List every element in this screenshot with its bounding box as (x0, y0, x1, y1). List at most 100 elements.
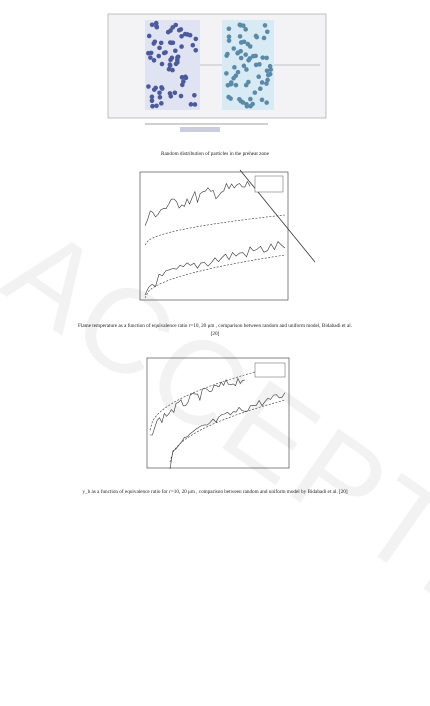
particle (264, 68, 270, 74)
particle (224, 53, 229, 58)
particle (172, 90, 178, 96)
particle (235, 69, 241, 75)
particle (252, 90, 258, 95)
particle (166, 66, 172, 72)
particle (178, 93, 184, 99)
particle (246, 79, 251, 85)
particle (185, 32, 190, 37)
particle (148, 50, 154, 56)
particle (233, 73, 239, 79)
figure-2 (139, 169, 316, 301)
particle (159, 61, 165, 67)
particle (151, 58, 157, 63)
particle (149, 98, 155, 104)
particle (150, 103, 155, 109)
particle (156, 53, 162, 59)
particle (170, 67, 175, 73)
curve (169, 392, 286, 469)
particle (165, 29, 171, 35)
particle (237, 96, 242, 102)
particle (241, 63, 247, 69)
particle (243, 27, 248, 32)
particle (153, 20, 159, 26)
particle (231, 46, 237, 51)
figure-1 (107, 13, 327, 132)
particle (146, 84, 151, 89)
particle (192, 92, 197, 98)
curve (150, 377, 246, 436)
particle (238, 55, 244, 61)
particle (179, 33, 184, 39)
particle (167, 62, 173, 67)
particle (149, 94, 155, 100)
particle (241, 23, 246, 28)
particle (262, 23, 268, 28)
particle (257, 86, 263, 92)
particle (169, 55, 175, 61)
particle (193, 47, 199, 53)
particle (159, 101, 164, 106)
particle (244, 67, 249, 72)
particle (265, 77, 270, 83)
particle (226, 38, 232, 43)
particle (261, 35, 267, 41)
curve (169, 399, 286, 463)
particle (259, 80, 265, 85)
particle (170, 25, 176, 30)
particle (176, 27, 182, 33)
curve (149, 371, 256, 431)
particle (188, 102, 194, 107)
particle (157, 94, 163, 100)
particle (228, 96, 233, 101)
particle (226, 26, 232, 32)
particle (264, 100, 269, 105)
particle (159, 85, 164, 90)
particle (157, 90, 162, 96)
particle (240, 100, 246, 105)
particle (190, 42, 196, 48)
particle (158, 40, 164, 46)
particle (257, 62, 262, 67)
particle (226, 34, 232, 40)
particle (250, 101, 255, 107)
particle (146, 33, 152, 39)
particle (244, 103, 250, 109)
particle (238, 48, 243, 54)
particle (151, 87, 157, 92)
particle (169, 40, 174, 46)
particle (247, 44, 253, 49)
particle (254, 34, 260, 40)
curve (144, 180, 251, 226)
figure-caption: Flame temperature as a function of equiv… (78, 323, 352, 337)
particle (179, 44, 184, 49)
particle (265, 29, 270, 35)
figure-caption: Random distribution of particles in the … (161, 151, 269, 157)
particle (268, 67, 274, 72)
page: ACCEPTED Random distribution of particle… (0, 13, 430, 705)
particle (246, 57, 251, 63)
particle (267, 71, 273, 77)
particle (264, 81, 269, 86)
particle (168, 93, 174, 99)
particle (232, 65, 237, 70)
particle (237, 34, 243, 39)
particle (224, 71, 229, 76)
particle (152, 39, 158, 45)
figures (107, 13, 327, 469)
particle (238, 40, 244, 45)
particle (149, 22, 155, 28)
particle (256, 74, 261, 79)
particle (250, 53, 256, 59)
figure-caption: y_b as a function of equivalence ratio f… (82, 489, 348, 495)
particle (175, 60, 180, 65)
particle (181, 79, 186, 84)
figure-3 (146, 357, 290, 469)
particle (259, 97, 265, 103)
particle (267, 63, 273, 69)
curve (144, 240, 286, 296)
particle (148, 55, 153, 60)
particle (228, 80, 234, 85)
particle (192, 102, 198, 107)
particle (183, 74, 188, 80)
particle (193, 36, 199, 42)
